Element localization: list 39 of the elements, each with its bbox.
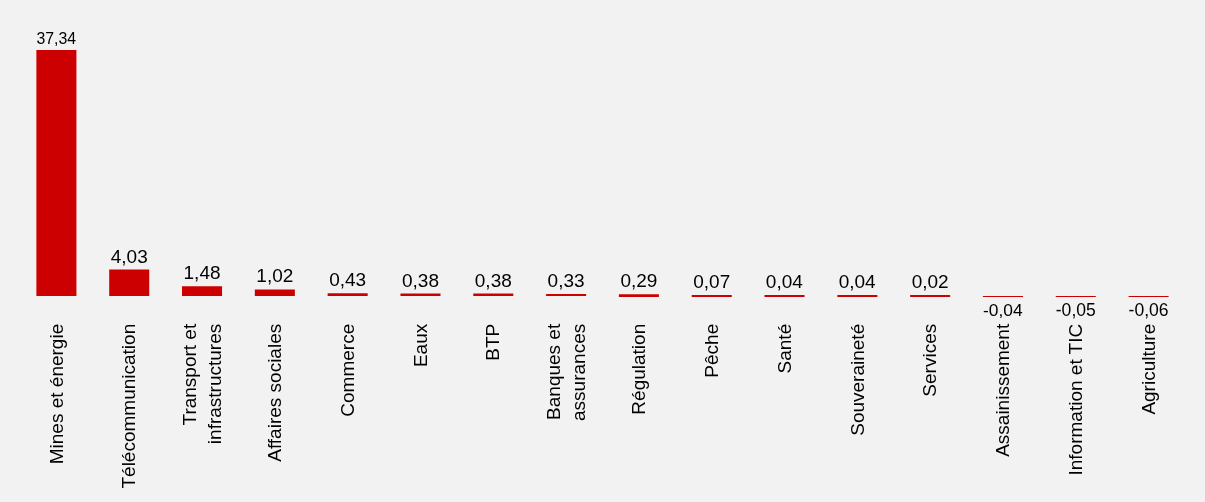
- x-tick-label: Information et TIC: [1064, 323, 1086, 476]
- x-tick-label: Souveraineté: [846, 323, 868, 436]
- x-tick-label: Pêche: [700, 323, 722, 378]
- data-label: -0,04: [982, 299, 1023, 320]
- data-label: 0,33: [547, 269, 585, 291]
- data-label: 0,04: [765, 271, 804, 292]
- data-label: 0,38: [401, 269, 439, 291]
- x-tick-label: Agriculture: [1137, 323, 1159, 415]
- x-tick-label: Mines et énergie: [45, 323, 67, 465]
- data-label: 0,43: [329, 269, 367, 291]
- bar: [109, 269, 150, 297]
- x-tick-label: Assainissement: [992, 323, 1014, 457]
- bar: [182, 286, 223, 297]
- data-label: -0,05: [1055, 299, 1097, 320]
- data-label: 4,03: [110, 245, 148, 267]
- x-tick-label: Santé: [773, 323, 795, 374]
- x-tick-label: Régulation: [628, 323, 650, 415]
- data-label: -0,06: [1128, 299, 1169, 320]
- x-tick-label: Télécommunication: [118, 323, 140, 489]
- x-tick-label: Eaux: [409, 323, 431, 368]
- data-label: 0,07: [693, 271, 731, 292]
- bar: [546, 293, 587, 297]
- bar: [327, 293, 368, 297]
- data-label: 0,38: [474, 269, 512, 291]
- x-tick-label: Commerce: [336, 323, 358, 417]
- bar: [36, 50, 77, 297]
- data-label: 1,48: [183, 262, 221, 284]
- bar: [254, 289, 295, 297]
- data-label: 0,29: [620, 270, 658, 292]
- x-tick-label: BTP: [482, 323, 504, 361]
- data-label: 1,02: [256, 265, 294, 287]
- data-label: 37,34: [36, 29, 77, 47]
- x-tick-label: Services: [919, 323, 941, 397]
- data-label: 0,02: [911, 271, 949, 292]
- bar: [618, 294, 659, 297]
- data-label: 0,04: [838, 271, 877, 292]
- x-tick-label: Transport et infrastructures: [178, 323, 225, 445]
- x-tick-label: Affaires sociales: [264, 323, 286, 462]
- x-tick-label: Banques et assurances: [542, 323, 589, 421]
